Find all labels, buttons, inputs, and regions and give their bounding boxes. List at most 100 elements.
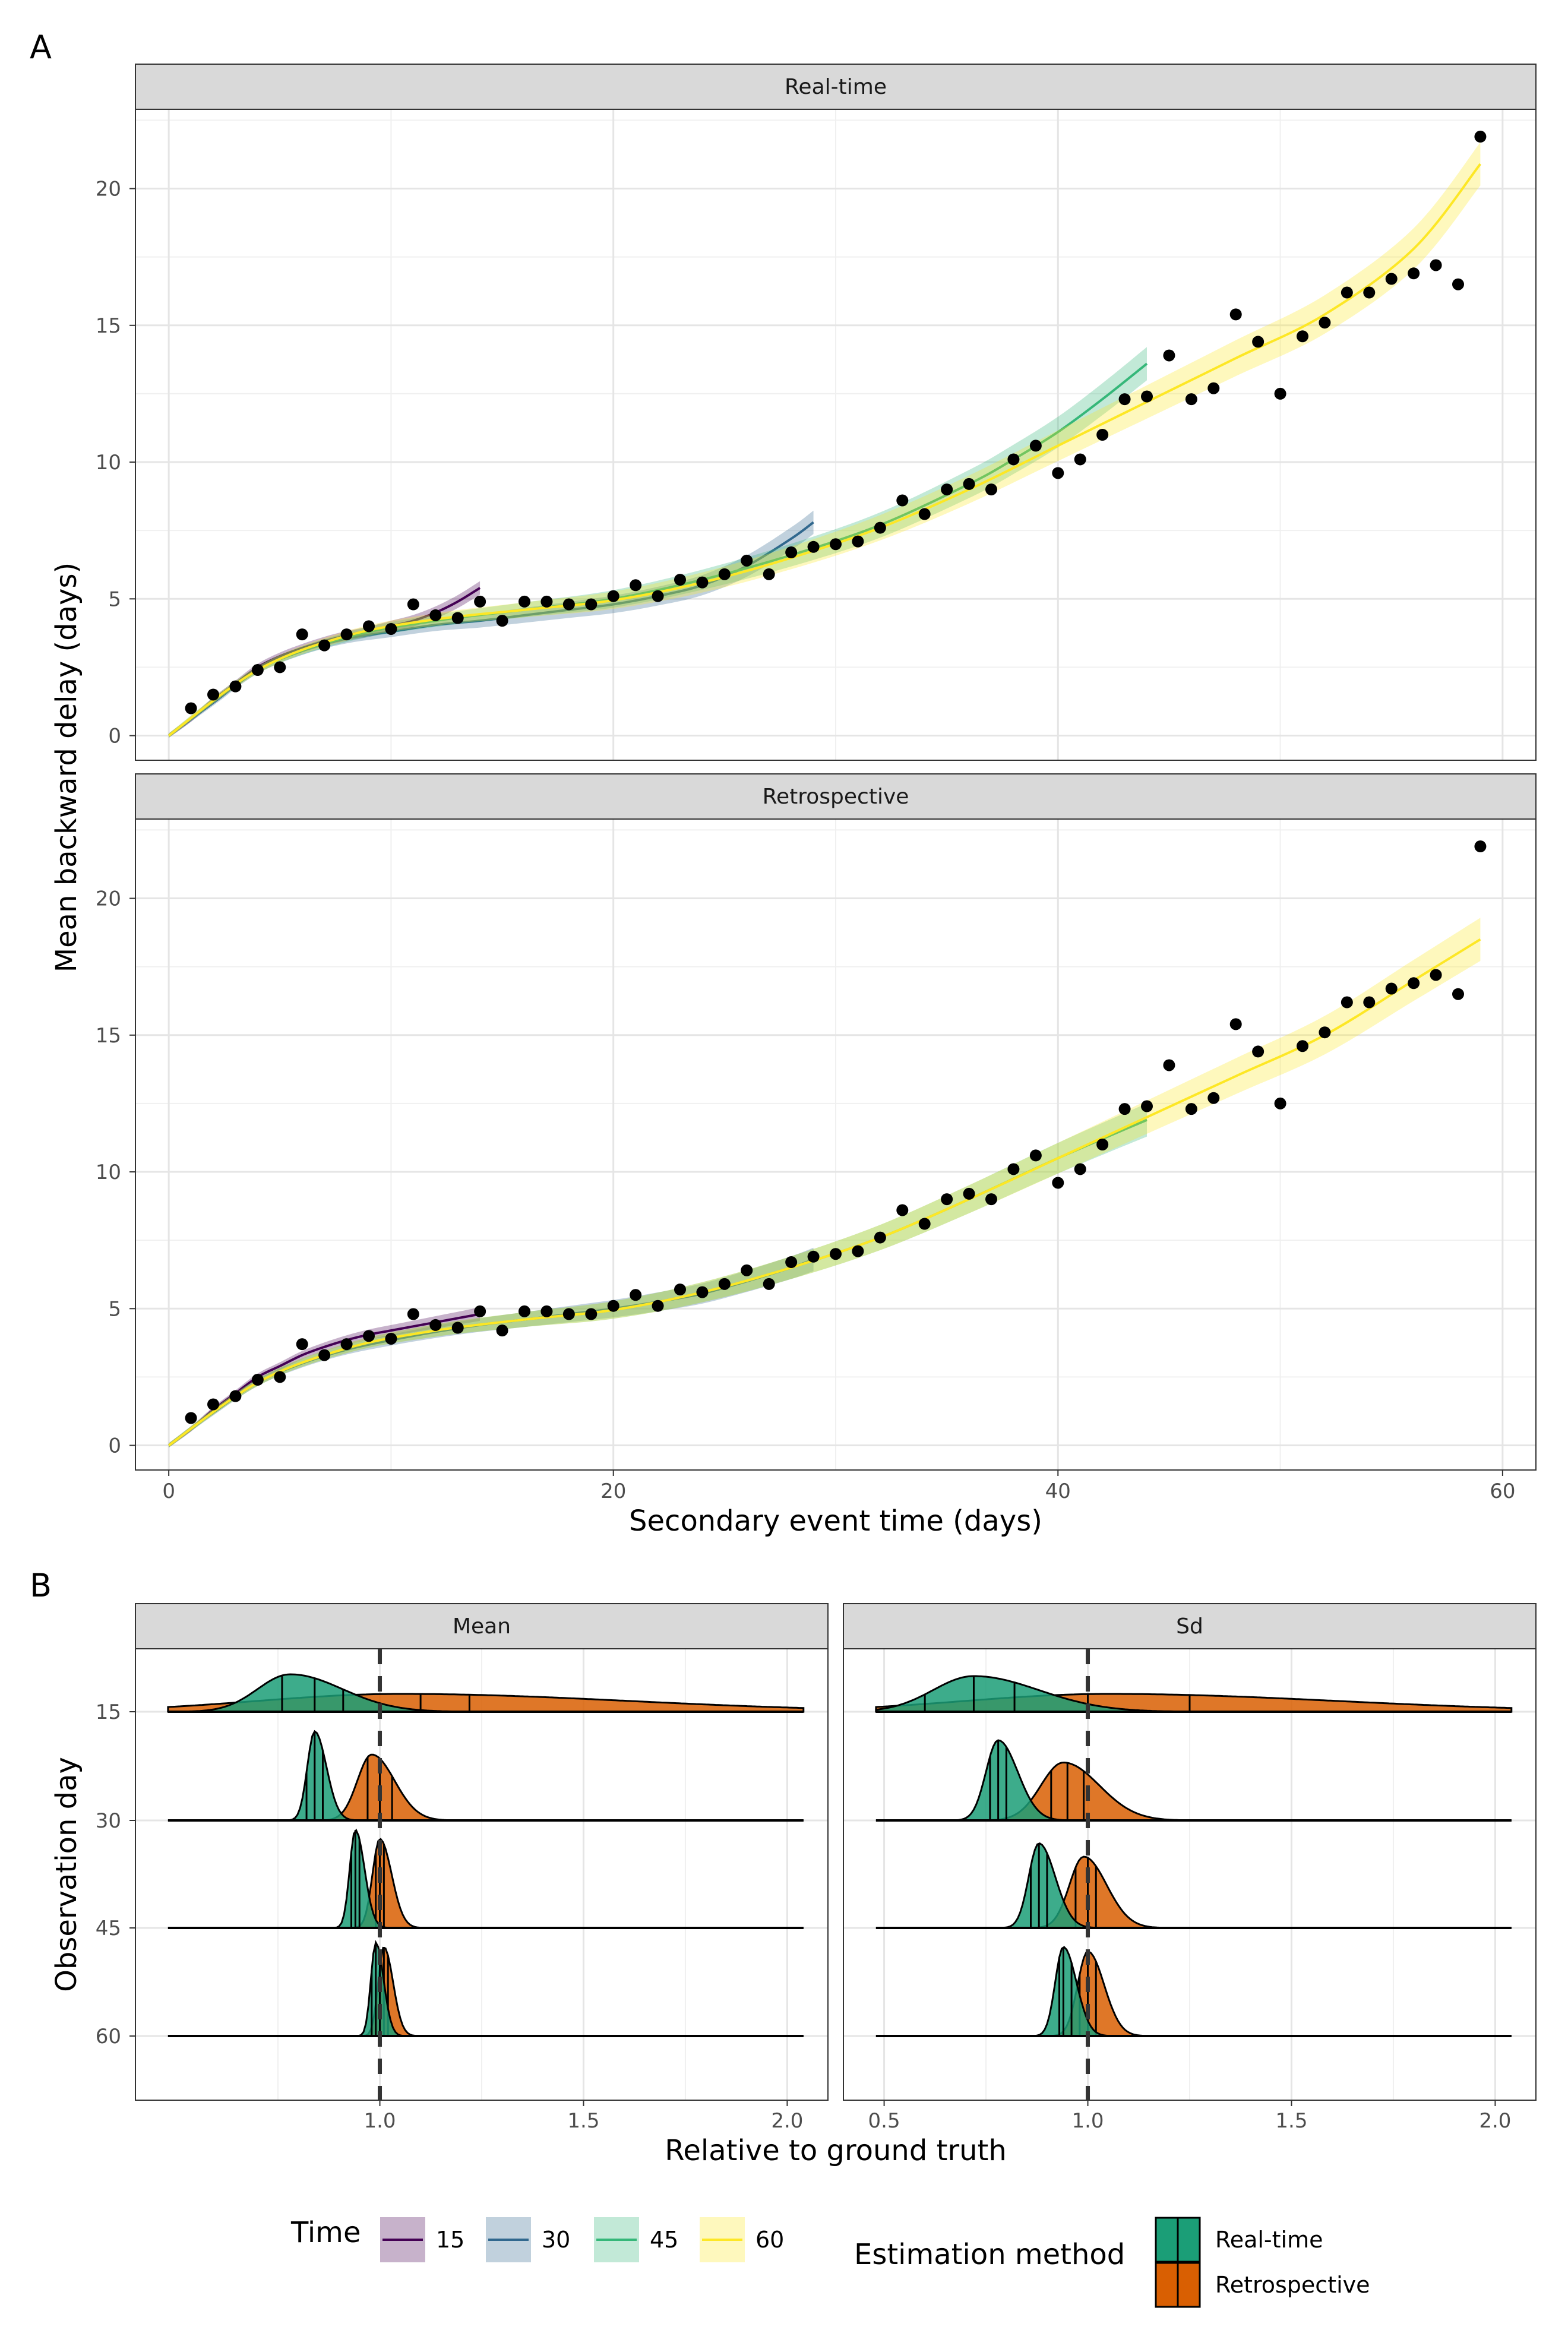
data-point	[562, 1308, 575, 1320]
data-point	[674, 574, 686, 586]
x-tick-label: 20	[600, 1480, 626, 1503]
data-point	[1096, 1139, 1109, 1150]
data-point	[1474, 840, 1487, 853]
data-point	[1029, 1149, 1042, 1162]
data-point	[340, 628, 353, 641]
data-point	[229, 1390, 242, 1402]
data-point	[718, 568, 731, 580]
legend-label-time-30: 30	[542, 2227, 570, 2253]
data-point	[807, 1250, 820, 1263]
data-point	[407, 598, 419, 611]
panel-label-a: A	[30, 29, 52, 66]
y-tick-label: 15	[96, 314, 121, 338]
x-tick-label: 1.5	[1275, 2109, 1307, 2133]
data-point	[1207, 382, 1220, 394]
data-point	[251, 1374, 264, 1386]
data-point	[852, 535, 864, 548]
y-ticks-real-time: 0 5 10 15 20	[96, 178, 135, 748]
data-point	[1163, 349, 1175, 362]
legend-label-time-15: 15	[436, 2227, 464, 2253]
data-point	[1363, 286, 1376, 299]
data-point	[1474, 131, 1487, 143]
x-tick-label: 2.0	[1479, 2109, 1511, 2133]
data-point	[1229, 1018, 1242, 1030]
data-point	[1385, 982, 1398, 995]
data-point	[985, 483, 997, 496]
data-point	[1252, 336, 1264, 348]
strip-mean	[135, 1603, 829, 1649]
data-point	[1207, 1092, 1220, 1104]
x-ticks-sd: 0.5 1.0 1.5 2.0	[868, 2100, 1511, 2133]
data-point	[207, 1398, 219, 1411]
data-point	[1141, 390, 1153, 403]
data-point	[963, 478, 975, 490]
data-point	[540, 1305, 553, 1317]
x-ticks-panel-a: 0 20 40 60	[162, 1470, 1515, 1503]
data-point	[1029, 440, 1042, 452]
y-axis-title-a: Mean backward delay (days)	[50, 562, 83, 973]
data-point	[741, 554, 753, 567]
data-point	[896, 1204, 909, 1216]
data-point	[607, 590, 619, 602]
y-tick-label: 15	[96, 1700, 121, 1724]
data-point	[763, 1278, 775, 1290]
data-point	[1297, 1040, 1308, 1052]
data-point	[519, 595, 530, 608]
data-point	[318, 1349, 331, 1361]
ribbon-15	[169, 581, 480, 738]
x-tick-label: 0.5	[868, 2109, 900, 2133]
data-point	[318, 639, 331, 652]
legend-label-method-1: Retrospective	[1215, 2272, 1370, 2298]
data-point	[1385, 273, 1398, 285]
data-point	[296, 1338, 308, 1351]
y-tick-label: 20	[96, 178, 121, 201]
legend-time-title: Time	[290, 2216, 361, 2249]
data-point	[429, 609, 442, 621]
data-point	[451, 612, 464, 624]
data-point	[1118, 393, 1131, 406]
x-ticks-mean: 1.0 1.5 2.0	[363, 2100, 803, 2133]
y-ticks-panel-b: 15 30 45 60	[96, 1700, 135, 2048]
data-point	[1297, 330, 1308, 343]
ridges-sd	[875, 1649, 1513, 2100]
data-point	[1408, 267, 1420, 280]
data-point	[519, 1305, 530, 1317]
strip-label-retrospective: Retrospective	[763, 785, 909, 809]
legend-label-time-45: 45	[650, 2227, 678, 2253]
data-point	[451, 1322, 464, 1334]
x-tick-label: 1.0	[363, 2109, 396, 2133]
ribbon-30	[169, 1247, 814, 1448]
data-point	[363, 1330, 375, 1342]
curve-15	[167, 1313, 480, 1447]
data-point	[896, 494, 909, 507]
data-point	[1274, 1097, 1286, 1109]
data-point	[741, 1264, 753, 1276]
data-point	[274, 661, 286, 674]
data-point	[1185, 393, 1197, 406]
data-point	[585, 598, 598, 611]
data-point	[540, 595, 553, 608]
data-point	[496, 615, 508, 627]
data-point	[207, 688, 219, 701]
x-axis-title-a: Secondary event time (days)	[629, 1504, 1042, 1538]
data-point	[296, 628, 308, 641]
y-tick-label: 15	[96, 1024, 121, 1048]
data-point	[785, 546, 798, 559]
legend-label-time-60: 60	[755, 2227, 784, 2253]
data-point	[674, 1284, 686, 1296]
legend-method-title: Estimation method	[854, 2238, 1125, 2271]
data-point	[1252, 1045, 1264, 1058]
x-tick-label: 60	[1490, 1480, 1515, 1503]
data-point	[941, 483, 953, 496]
data-point	[763, 568, 775, 580]
x-tick-label: 0	[162, 1480, 175, 1503]
data-point	[562, 598, 575, 611]
data-point	[474, 1305, 486, 1317]
data-point	[1141, 1100, 1153, 1112]
data-point	[1408, 977, 1420, 990]
data-point	[941, 1193, 953, 1206]
data-point	[474, 595, 486, 608]
data-point	[874, 521, 886, 534]
data-point	[1341, 286, 1353, 299]
